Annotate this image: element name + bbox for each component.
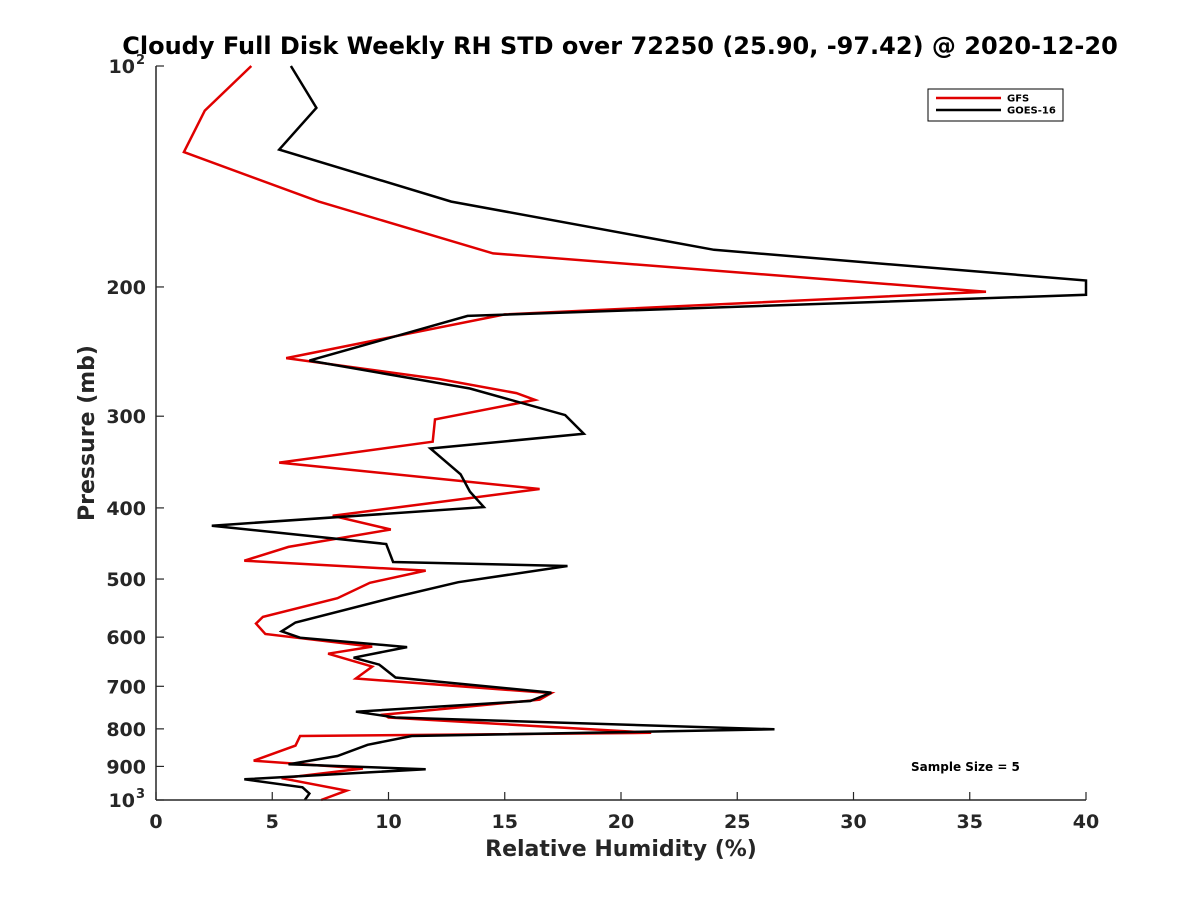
y-tick-label: 300 (106, 406, 146, 428)
x-tick-label: 40 (1073, 811, 1099, 833)
x-tick-label: 10 (375, 811, 401, 833)
chart-title: Cloudy Full Disk Weekly RH STD over 7225… (122, 32, 1118, 60)
y-tick-exponent: 3 (136, 787, 145, 802)
x-tick-label: 0 (149, 811, 162, 833)
y-tick-label: 700 (106, 676, 146, 698)
y-tick-label: 10 (109, 790, 135, 812)
x-tick-label: 20 (608, 811, 634, 833)
y-tick-label: 800 (106, 719, 146, 741)
x-axis-label: Relative Humidity (%) (485, 837, 757, 862)
y-tick-label: 600 (106, 627, 146, 649)
y-tick-label: 200 (106, 277, 146, 299)
x-tick-label: 35 (957, 811, 983, 833)
series-line-goes-16 (211, 65, 1088, 801)
y-axis-label: Pressure (mb) (75, 345, 100, 521)
legend-label-gfs: GFS (1007, 94, 1029, 105)
x-tick-label: 25 (724, 811, 750, 833)
y-tick-exponent: 2 (136, 53, 145, 68)
legend-box (927, 88, 1064, 122)
y-tick-label: 400 (106, 498, 146, 520)
y-tick-label: 900 (106, 756, 146, 778)
plot-area (156, 66, 1086, 800)
x-tick-label: 5 (266, 811, 279, 833)
y-tick-label: 10 (109, 56, 135, 78)
x-tick-label: 15 (492, 811, 518, 833)
sample-size-note: Sample Size = 5 (911, 760, 1020, 774)
y-tick-label: 500 (106, 569, 146, 591)
x-tick-label: 30 (840, 811, 866, 833)
legend-label-goes-16: GOES-16 (1007, 106, 1056, 117)
